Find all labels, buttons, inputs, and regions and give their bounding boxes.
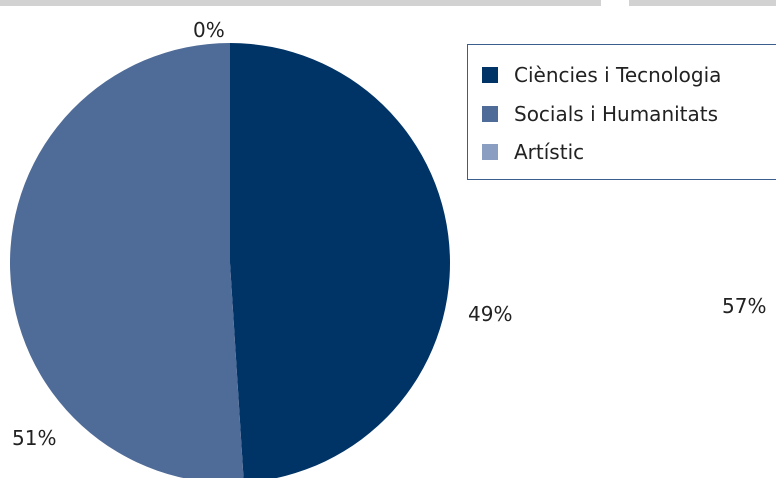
slice-label-artistic: 0%: [193, 18, 225, 42]
legend-swatch: [482, 144, 498, 160]
slice-label-socials-humanitats: 51%: [12, 426, 57, 450]
chart-legend: Ciències i Tecnologia Socials i Humanita…: [467, 44, 776, 180]
pie-slice-1: [10, 43, 244, 478]
legend-item-ciencies-tecnologia: Ciències i Tecnologia: [482, 59, 721, 91]
legend-label: Socials i Humanitats: [514, 102, 719, 126]
legend-swatch: [482, 106, 498, 122]
adjacent-chart-percentage-label: 57%: [722, 294, 767, 318]
legend-swatch: [482, 67, 498, 83]
legend-item-socials-humanitats: Socials i Humanitats: [482, 98, 718, 130]
legend-label: Ciències i Tecnologia: [514, 63, 722, 87]
top-divider-bar-right: [629, 0, 776, 6]
legend-label: Artístic: [514, 140, 585, 164]
slice-label-ciencies-tecnologia: 49%: [468, 302, 513, 326]
legend-item-artistic: Artístic: [482, 136, 584, 168]
top-divider-bar: [0, 0, 601, 6]
pie-slice-0: [230, 43, 451, 478]
